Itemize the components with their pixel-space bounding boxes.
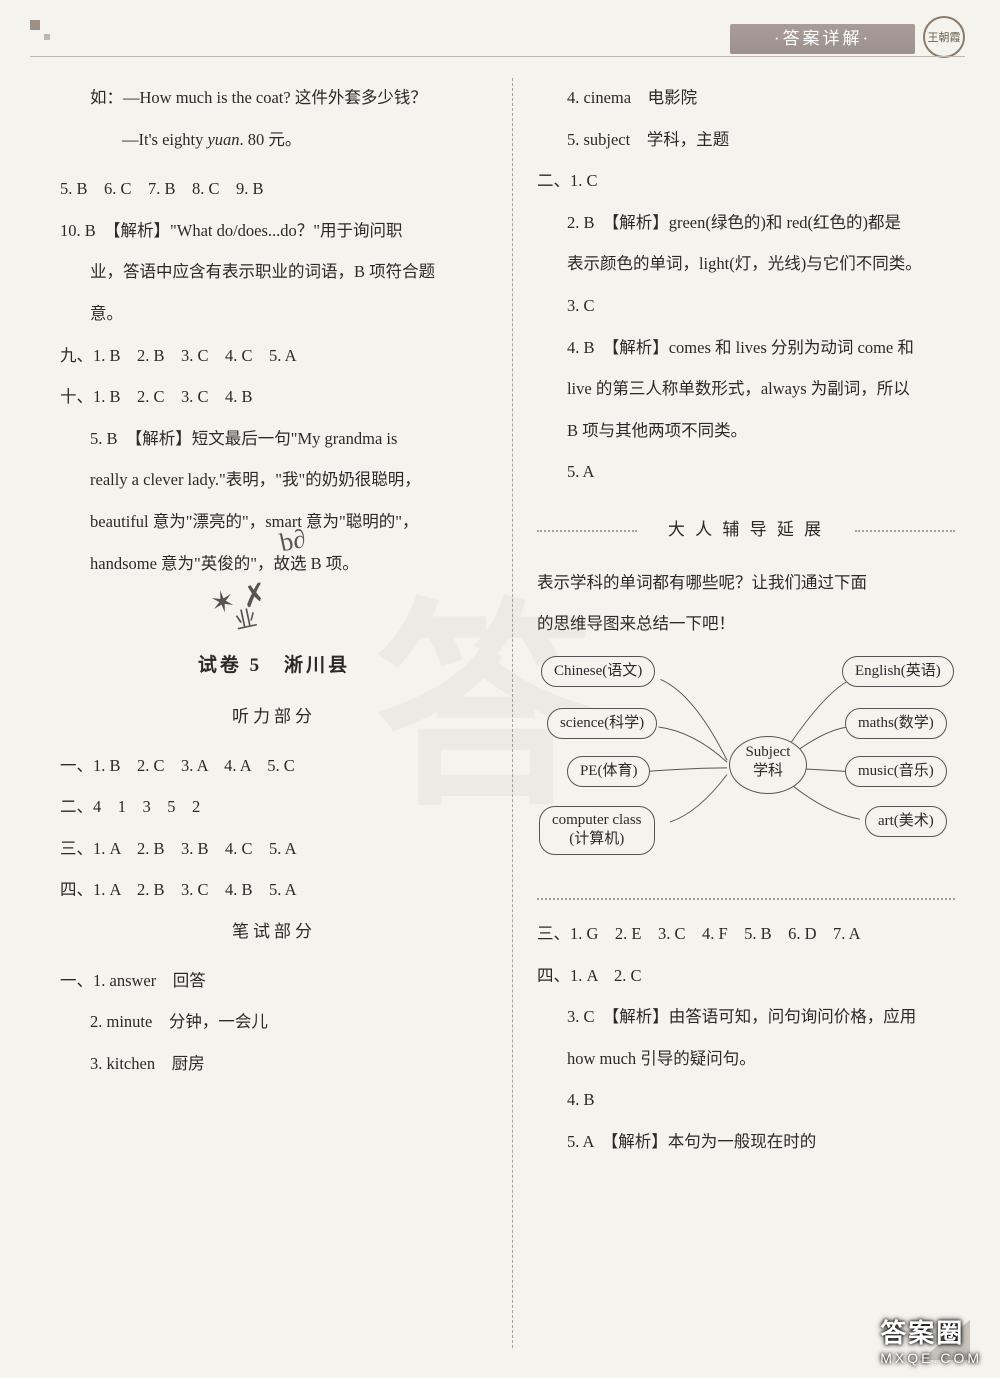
section-3-answers: 三、1. G 2. E 3. C 4. F 5. B 6. D 7. A [537, 914, 955, 954]
extension-p1: 表示学科的单词都有哪些呢？让我们通过下面 [537, 563, 955, 603]
answer-5b-line3: beautiful 意为"漂亮的"，smart 意为"聪明的"， [60, 502, 488, 542]
mindmap-node-computer: computer class(计算机) [539, 806, 655, 855]
header-rule [30, 56, 965, 57]
section-2-3: 3. C [537, 286, 955, 326]
section-2-4-line1: 4. B 【解析】comes 和 lives 分别为动词 come 和 [537, 328, 955, 368]
header-seal-icon: 王朝霞 [923, 16, 965, 58]
corner-decoration [30, 20, 65, 55]
mindmap-center-node: Subject学科 [729, 736, 807, 794]
answer-10-line1: 10. B 【解析】"What do/does...do？"用于询问职 [60, 211, 488, 251]
answer-10-line3: 意。 [60, 294, 488, 334]
listening-subtitle: 听力部分 [60, 697, 488, 738]
example-line-1: 如：—How much is the coat? 这件外套多少钱？ [60, 78, 488, 118]
section-2-1: 二、1. C [537, 161, 955, 201]
mindmap-node-science: science(科学) [547, 708, 657, 739]
page-header: ·答案详解· 王朝霞 [60, 20, 965, 68]
example-line-2: —It's eighty yuan. 80 元。 [60, 120, 488, 160]
extension-header: 大 人 辅 导 延 展 [537, 510, 955, 551]
written-1-4: 4. cinema 电影院 [537, 78, 955, 118]
section-2-5: 5. A [537, 452, 955, 492]
section-9-answers: 九、1. B 2. B 3. C 4. C 5. A [60, 336, 488, 376]
extension-p2: 的思维导图来总结一下吧！ [537, 604, 955, 644]
mindmap-node-art: art(美术) [865, 806, 947, 837]
written-1-3: 3. kitchen 厨房 [60, 1044, 488, 1084]
extension-footer-dots [537, 898, 955, 900]
listen-1-answers: 一、1. B 2. C 3. A 4. A 5. C [60, 746, 488, 786]
section-4-3-line2: how much 引导的疑问句。 [537, 1039, 955, 1079]
section-4-4: 4. B [537, 1080, 955, 1120]
left-column: 如：—How much is the coat? 这件外套多少钱？ —It's … [60, 78, 508, 1348]
section-2-2-line2: 表示颜色的单词，light(灯，光线)与它们不同类。 [537, 244, 955, 284]
mindmap-node-chinese: Chinese(语文) [541, 656, 655, 687]
paper-5-title: 试卷 5 淅川县 [60, 643, 488, 689]
listen-3-answers: 三、1. A 2. B 3. B 4. C 5. A [60, 829, 488, 869]
answer-5b-line2: really a clever lady."表明，"我"的奶奶很聪明， [60, 460, 488, 500]
written-1-2: 2. minute 分钟，一会儿 [60, 1002, 488, 1042]
header-banner: ·答案详解· [730, 24, 915, 54]
section-4-5-line1: 5. A 【解析】本句为一般现在时的 [537, 1122, 955, 1162]
section-2-2-line1: 2. B 【解析】green(绿色的)和 red(红色的)都是 [537, 203, 955, 243]
section-10-answers: 十、1. B 2. C 3. C 4. B [60, 377, 488, 417]
right-column: 4. cinema 电影院 5. subject 学科，主题 二、1. C 2.… [517, 78, 965, 1348]
answer-5b-line1: 5. B 【解析】短文最后一句"My grandma is [60, 419, 488, 459]
subject-mindmap: Subject学科 Chinese(语文) science(科学) PE(体育)… [537, 650, 955, 880]
written-1-5: 5. subject 学科，主题 [537, 120, 955, 160]
mindmap-node-maths: maths(数学) [845, 708, 947, 739]
listen-4-answers: 四、1. A 2. B 3. C 4. B 5. A [60, 870, 488, 910]
answer-row-5-9: 5. B 6. C 7. B 8. C 9. B [60, 169, 488, 209]
answer-5b-line4: handsome 意为"英俊的"，故选 B 项。 b∂ ✶ ✗ 业 [60, 544, 488, 584]
mindmap-node-music: music(音乐) [845, 756, 947, 787]
section-4-1-2: 四、1. A 2. C [537, 956, 955, 996]
written-subtitle: 笔试部分 [60, 912, 488, 953]
listen-2-answers: 二、4 1 3 5 2 [60, 787, 488, 827]
section-2-4-line3: B 项与其他两项不同类。 [537, 411, 955, 451]
column-divider [512, 78, 513, 1348]
section-2-4-line2: live 的第三人称单数形式，always 为副词，所以 [537, 369, 955, 409]
footer-watermark: 答案圈 MXQE.COM [880, 1313, 982, 1366]
mindmap-node-english: English(英语) [842, 656, 954, 687]
written-1-1: 一、1. answer 回答 [60, 961, 488, 1001]
section-4-3-line1: 3. C 【解析】由答语可知，问句询问价格，应用 [537, 997, 955, 1037]
answer-10-line2: 业，答语中应含有表示职业的词语，B 项符合题 [60, 252, 488, 292]
mindmap-node-pe: PE(体育) [567, 756, 651, 787]
